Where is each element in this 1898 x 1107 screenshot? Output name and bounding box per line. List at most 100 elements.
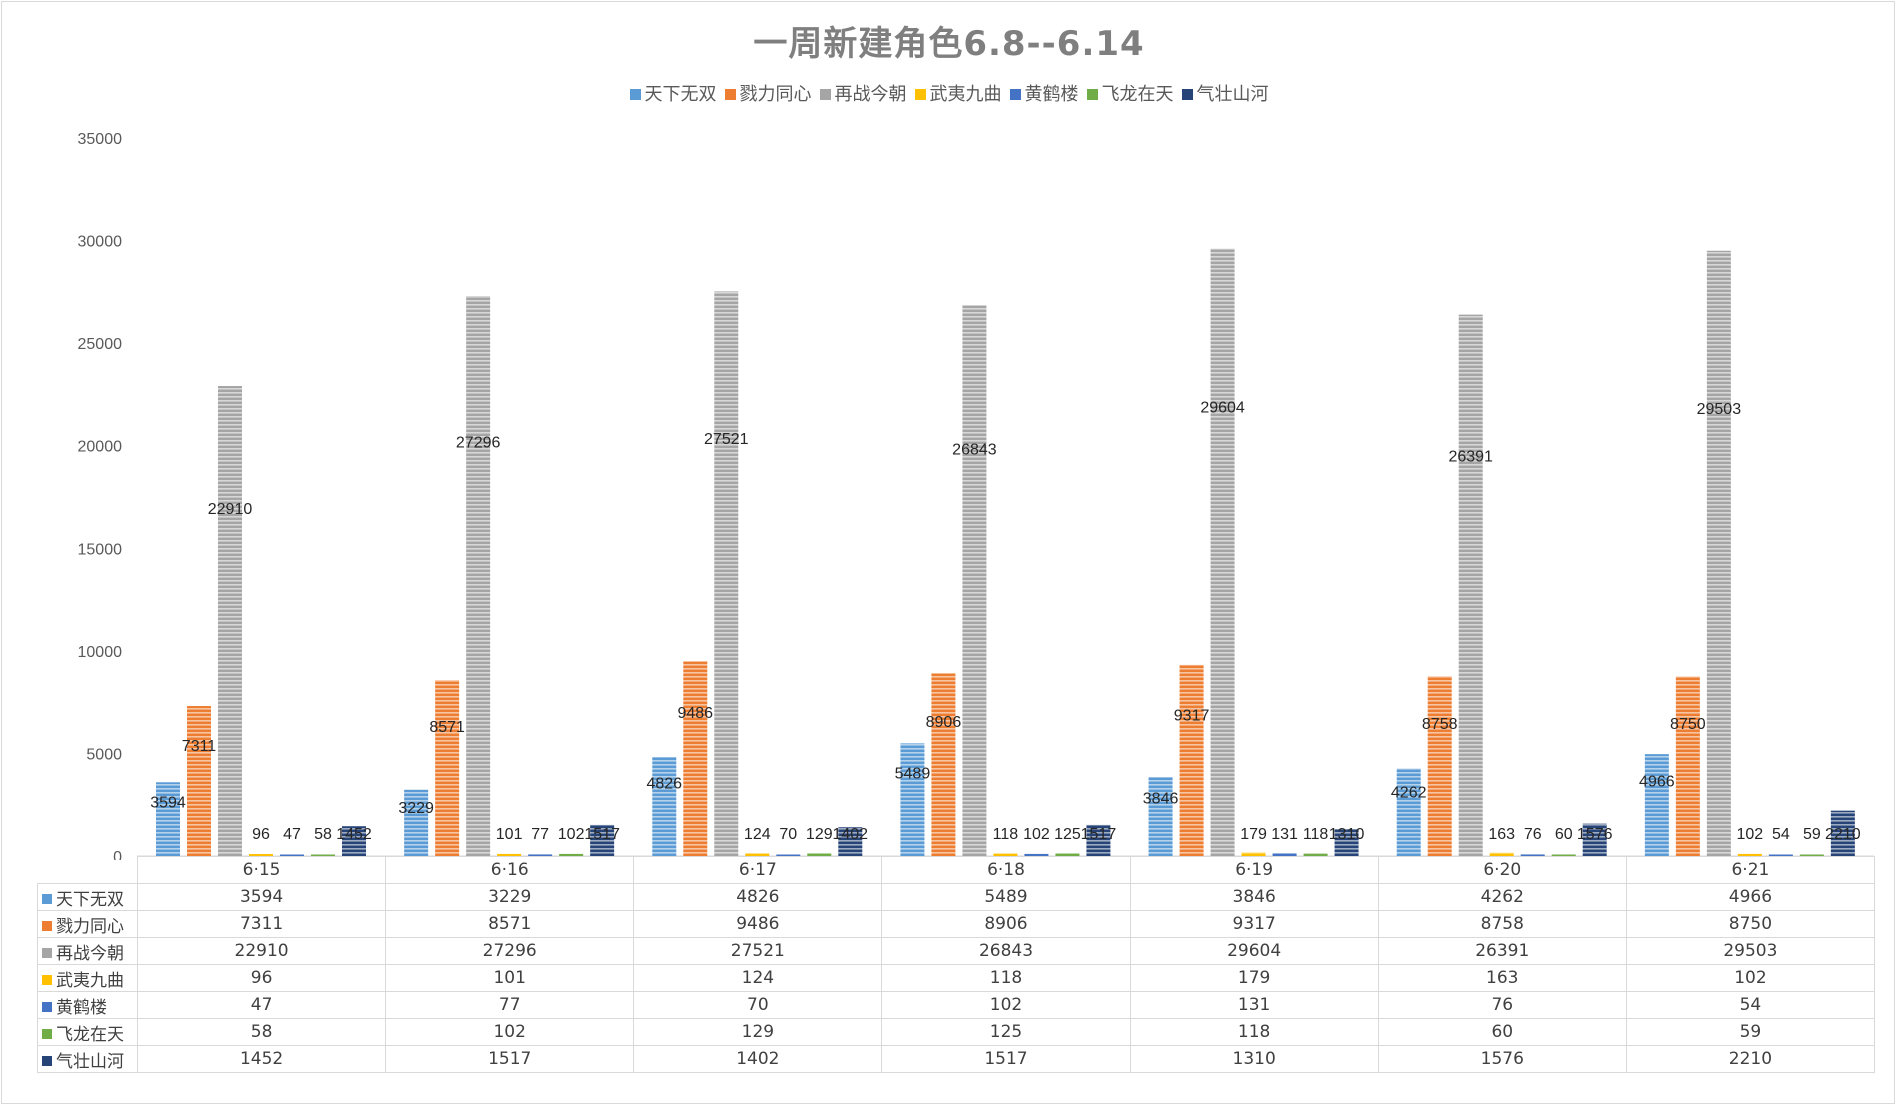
- table-cell: 101: [385, 964, 635, 992]
- legend-key: [42, 893, 52, 904]
- series-label: 天下无双: [37, 883, 138, 911]
- data-label: 2210: [1825, 826, 1861, 843]
- table-cell: 26843: [881, 937, 1131, 965]
- data-label: 9317: [1174, 708, 1210, 725]
- data-label: 96: [252, 826, 270, 843]
- bar: [311, 854, 335, 856]
- category-label: 6·16: [385, 856, 635, 884]
- data-label: 4826: [646, 776, 682, 793]
- series-name: 天下无双: [56, 889, 124, 910]
- bar: [218, 386, 242, 856]
- bar: [745, 853, 770, 856]
- legend-label: 再战今朝: [834, 84, 907, 105]
- table-cell: 118: [881, 964, 1131, 992]
- table-cell: 96: [136, 964, 387, 992]
- data-label: 101: [496, 826, 523, 843]
- table-cell: 1402: [633, 1045, 883, 1073]
- bar: [1768, 854, 1793, 856]
- legend-key: [42, 1028, 52, 1039]
- data-label: 102: [1023, 826, 1050, 843]
- bar: [1148, 777, 1173, 856]
- data-label: 118: [1303, 826, 1329, 843]
- table-cell: 8758: [1377, 910, 1627, 938]
- data-label: 1517: [1081, 826, 1117, 843]
- table-cell: 1517: [385, 1045, 635, 1073]
- table-cell: 76: [1377, 991, 1627, 1019]
- data-label: 3229: [398, 800, 434, 817]
- data-label: 76: [1524, 826, 1542, 843]
- legend-key: [42, 947, 52, 958]
- bar: [1551, 854, 1576, 856]
- bar: [435, 680, 460, 856]
- data-label: 59: [1803, 826, 1821, 843]
- legend-label: 黄鹤楼: [1024, 84, 1079, 105]
- data-table: 6·15 6·16 6·17 6·18 6·19 6·20 6·21 天下无双 3594 3229…: [37, 856, 1875, 1073]
- y-tick-label: 20000: [78, 439, 123, 456]
- series-name: 戮力同心: [56, 916, 124, 937]
- bar: [1799, 854, 1824, 856]
- data-label: 5489: [895, 766, 931, 783]
- bar: [342, 826, 366, 856]
- legend-label: 武夷九曲: [929, 84, 1002, 105]
- table-cell: 27521: [633, 937, 883, 965]
- data-label: 1576: [1577, 826, 1613, 843]
- table-cell: 1452: [136, 1045, 387, 1073]
- data-label: 8571: [429, 719, 465, 736]
- table-cell: 7311: [136, 910, 387, 938]
- table-cell: 9317: [1129, 910, 1379, 938]
- data-label: 27296: [456, 435, 501, 452]
- table-cell: 4966: [1625, 883, 1875, 911]
- series-name: 气壮山河: [56, 1051, 124, 1072]
- bar: [466, 296, 491, 856]
- table-cell: 179: [1129, 964, 1379, 992]
- table-cell: 124: [633, 964, 883, 992]
- series-label: 气壮山河: [37, 1045, 138, 1073]
- data-label: 4262: [1391, 784, 1427, 801]
- data-label: 179: [1240, 826, 1267, 843]
- table-cell: 8750: [1625, 910, 1875, 938]
- data-label: 1310: [1329, 826, 1365, 843]
- table-cell: 4826: [633, 883, 883, 911]
- bar: [1830, 810, 1855, 856]
- series-label: 武夷九曲: [37, 964, 138, 992]
- data-label: 58: [314, 826, 332, 843]
- bar: [1458, 314, 1483, 856]
- category-label: 6·19: [1129, 856, 1379, 884]
- table-cell: 1310: [1129, 1045, 1379, 1073]
- category-label: 6·17: [633, 856, 883, 884]
- bar: [1520, 854, 1545, 856]
- data-label: 124: [744, 826, 771, 843]
- bar: [1675, 676, 1700, 856]
- data-label: 8906: [926, 714, 962, 731]
- data-label: 1402: [832, 826, 868, 843]
- table-cell: 129: [633, 1018, 883, 1046]
- data-label: 131: [1271, 826, 1298, 843]
- legend-swatch: [914, 88, 926, 100]
- bar: [1489, 852, 1514, 856]
- series-label: 黄鹤楼: [37, 991, 138, 1019]
- bar: [187, 706, 211, 856]
- table-cell: 29604: [1129, 937, 1379, 965]
- bar: [1179, 664, 1204, 856]
- table-cell: 1517: [881, 1045, 1131, 1073]
- series-label: 再战今朝: [37, 937, 138, 965]
- data-label: 27521: [704, 431, 749, 448]
- legend-swatch: [1009, 88, 1021, 100]
- bar: [1241, 852, 1266, 856]
- legend: 天下无双 戮力同心 再战今朝 武夷九曲 黄鹤楼 飞龙在天 气壮山河: [0, 80, 1898, 106]
- data-label: 26391: [1448, 448, 1493, 465]
- bar: [249, 854, 273, 856]
- table-row: 飞龙在天 58 102 129 125 118 60 59: [37, 1018, 1875, 1046]
- legend-item: 黄鹤楼: [1009, 80, 1079, 106]
- bar: [714, 291, 739, 856]
- table-cell: 54: [1625, 991, 1875, 1019]
- data-label: 60: [1555, 826, 1573, 843]
- table-cell: 27296: [385, 937, 635, 965]
- table-cell: 77: [385, 991, 635, 1019]
- table-cell: 3594: [136, 883, 387, 911]
- table-cell: 125: [881, 1018, 1131, 1046]
- bar: [280, 854, 304, 856]
- data-label: 22910: [208, 501, 253, 518]
- table-cell: 59: [1625, 1018, 1875, 1046]
- y-tick-label: 35000: [78, 131, 123, 148]
